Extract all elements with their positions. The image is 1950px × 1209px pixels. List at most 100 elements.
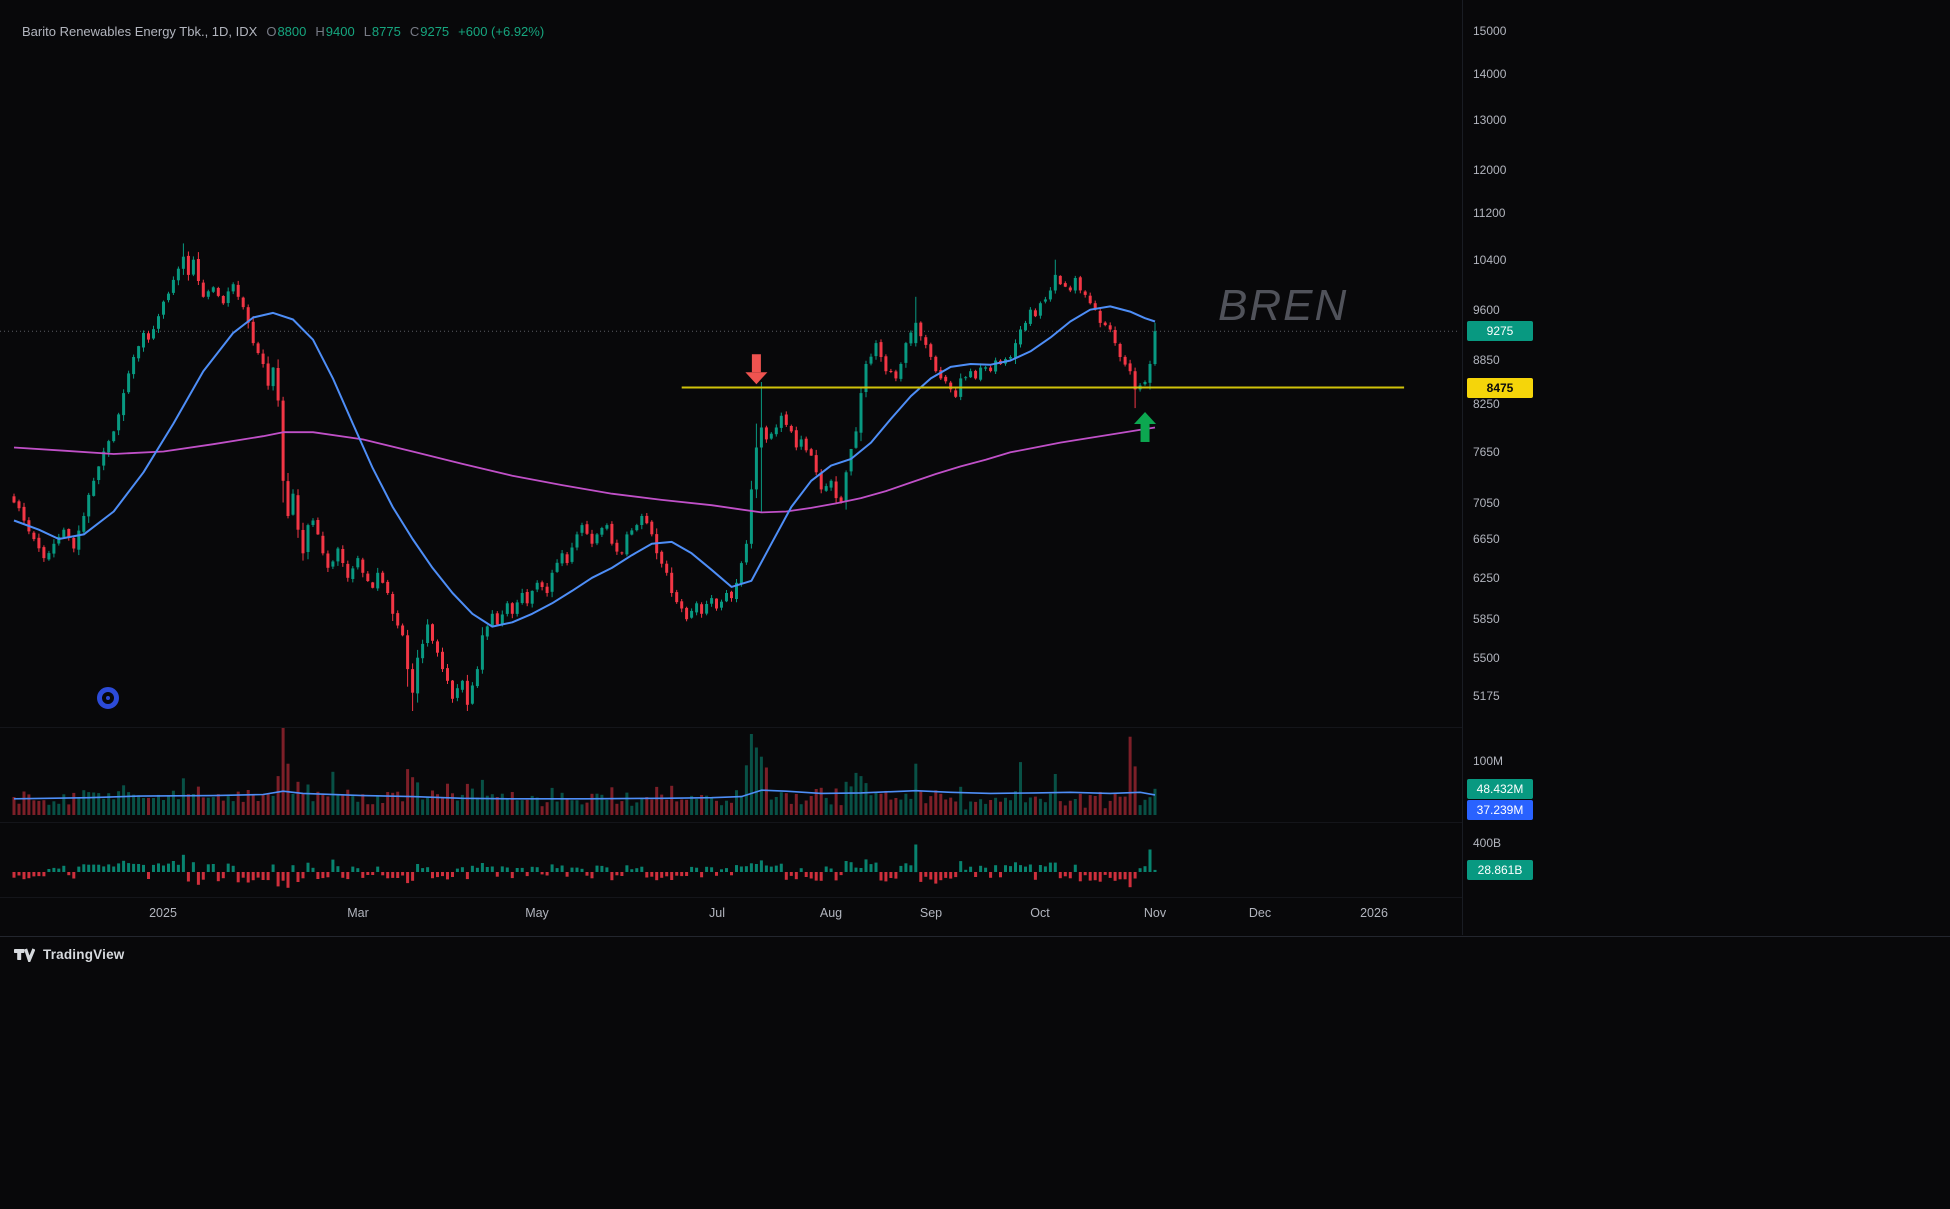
indicator-bar [92,864,96,872]
candle [77,525,81,556]
volume-bar [495,797,499,815]
indicator-bar [655,872,659,881]
volume-bar [490,794,494,815]
candle [560,550,564,567]
ring-marker[interactable] [97,687,119,709]
indicator-bar [575,867,579,872]
chart-canvas[interactable] [0,0,1950,935]
volume-bar [889,799,893,815]
ma-slow-line [13,426,1156,514]
time-axis[interactable]: 2025 Mar May Jul Aug Sep Oct Nov Dec 2026 [0,897,1462,936]
candle [804,436,808,453]
volume-bar [346,789,350,815]
volume-bar [455,800,459,815]
indicator-bar [27,872,31,879]
indicator-bar [381,872,385,876]
volume-bar [784,793,788,815]
volume-bar [221,800,225,815]
candle [465,674,469,711]
volume-bar [102,798,106,815]
volume-bar [226,796,230,815]
candle [32,531,36,542]
candle [984,365,988,372]
candle [122,389,126,421]
volume-bar [730,802,733,815]
indicator-bar [829,868,833,872]
time-axis-label: Dec [1248,906,1272,920]
indicator-bar [316,872,320,879]
indicator-bar [530,866,534,872]
indicator-bar [989,872,993,878]
indicator-bar [889,872,893,878]
candle [1153,322,1157,366]
price-tick-label: 11200 [1473,206,1506,220]
volume-bar [570,800,574,815]
volume-bar [82,790,86,815]
volume-bar [859,776,863,815]
candle [137,345,141,362]
volume-bar [171,790,175,815]
volume-bar [864,783,868,815]
indicator-bar [565,872,569,877]
volume-bar [426,796,430,815]
indicator-bar [346,872,350,880]
volume-bar [605,799,609,815]
indicator-bar [321,872,325,879]
indicator-bar [376,866,380,872]
indicator-bar [341,872,345,878]
up-arrow-marker[interactable] [1134,411,1157,442]
indicator-bar [1019,865,1022,872]
candle [1078,275,1082,294]
volume-bar [211,797,215,815]
volume-bar [934,790,938,815]
time-axis-label: 2025 [149,906,177,920]
candle [1128,359,1132,375]
candle [12,493,16,504]
candle [1058,275,1062,285]
volume-bar [929,796,933,815]
candle [470,682,474,705]
price-tick-label: 14000 [1473,67,1507,81]
volume-bar [744,765,748,815]
volume-bar [565,798,569,815]
down-arrow-marker[interactable] [745,354,768,385]
volume-bar [904,793,908,815]
volume-bar [206,797,210,815]
indicator-bar [954,872,958,878]
price-tick-label: 7050 [1473,496,1500,510]
volume-bar [470,788,474,815]
volume-bar [62,794,66,815]
volume-bar [480,779,484,815]
volume-bar [1123,796,1127,815]
volume-bar [301,793,305,815]
indicator-bar [465,872,469,880]
volume-bar [406,769,410,815]
ohlc-high: H 9400 [315,24,354,39]
candle [610,521,614,546]
indicator-bar [401,872,405,876]
candle [181,243,185,275]
indicator-bar [122,860,126,872]
candle [361,557,365,578]
indicator-bar [1143,866,1147,872]
tradingview-logo[interactable]: TradingView [14,947,124,962]
indicator-bar [550,864,554,872]
indicator-bar [396,872,400,878]
indicator-bar [545,872,549,876]
volume-bar [739,795,743,815]
indicator-bar [570,867,574,872]
candle [426,619,430,647]
candle [580,522,584,537]
indicator-bar [700,872,704,878]
volume-bar [789,803,793,815]
candle [455,684,459,702]
symbol-title[interactable]: Barito Renewables Energy Tbk., 1D, IDX [22,24,258,39]
indicator-bar [834,872,838,881]
indicator-bar [595,865,599,872]
price-axis[interactable]: 9275 8475 48.432M 37.239M 28.861B 15000 1… [1462,0,1583,935]
indicator-bar [715,872,718,876]
volume-bar [1078,793,1082,815]
indicator-bar [191,862,195,872]
candle [680,599,684,613]
volume-bar [276,776,280,815]
